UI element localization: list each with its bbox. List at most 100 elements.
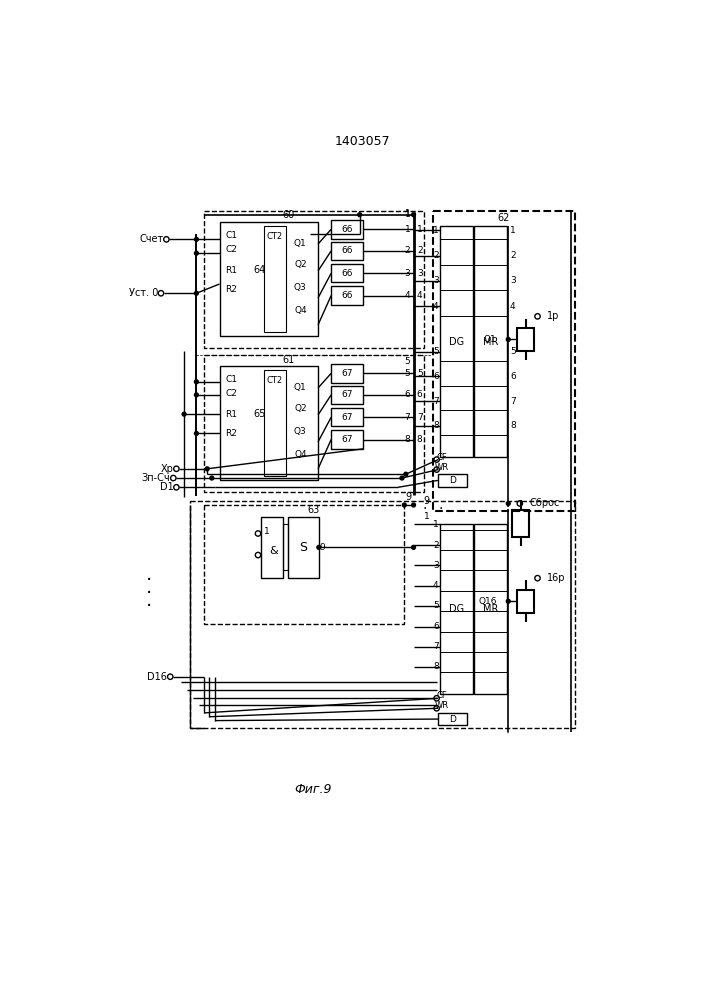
Text: 1: 1 xyxy=(433,226,439,235)
Text: 66: 66 xyxy=(341,225,353,234)
Text: 9: 9 xyxy=(423,496,430,506)
Circle shape xyxy=(317,545,321,549)
Text: CT2: CT2 xyxy=(267,232,283,241)
Circle shape xyxy=(411,545,416,549)
Bar xyxy=(331,408,363,426)
Text: 9: 9 xyxy=(320,543,325,552)
Circle shape xyxy=(194,291,199,295)
Text: 5: 5 xyxy=(433,347,439,356)
Text: 5: 5 xyxy=(404,357,410,366)
Bar xyxy=(438,713,467,725)
Text: 66: 66 xyxy=(341,291,353,300)
Text: 60: 60 xyxy=(283,210,295,220)
Bar xyxy=(331,286,363,305)
Text: 6: 6 xyxy=(404,390,410,399)
Text: 7: 7 xyxy=(433,642,439,651)
Text: 62: 62 xyxy=(498,213,510,223)
Text: 1: 1 xyxy=(404,209,410,218)
Circle shape xyxy=(400,476,404,480)
Bar xyxy=(331,242,363,260)
Text: C2: C2 xyxy=(225,389,237,398)
Text: R2: R2 xyxy=(225,285,237,294)
Text: Сброс: Сброс xyxy=(530,498,560,508)
Bar xyxy=(438,474,467,487)
Text: 9: 9 xyxy=(405,492,411,502)
Text: C1: C1 xyxy=(225,231,237,240)
Text: 6: 6 xyxy=(510,372,515,381)
Text: 6: 6 xyxy=(417,390,423,399)
Text: 66: 66 xyxy=(341,269,353,278)
Text: 16р: 16р xyxy=(547,573,566,583)
Text: 5: 5 xyxy=(417,369,423,378)
Circle shape xyxy=(210,476,214,480)
Text: 67: 67 xyxy=(341,413,353,422)
Text: 2: 2 xyxy=(433,251,438,260)
Text: .: . xyxy=(431,498,435,512)
Text: 8: 8 xyxy=(404,435,410,444)
Text: R1: R1 xyxy=(225,266,237,275)
Text: 1403057: 1403057 xyxy=(335,135,390,148)
Text: Фиг.9: Фиг.9 xyxy=(295,783,332,796)
Text: .: . xyxy=(423,498,427,512)
Bar xyxy=(518,328,534,351)
Bar xyxy=(190,501,575,728)
Text: Q4: Q4 xyxy=(294,306,307,315)
Text: 1: 1 xyxy=(510,226,515,235)
Circle shape xyxy=(205,467,209,471)
Text: 1: 1 xyxy=(264,527,270,536)
Bar xyxy=(219,366,318,480)
Text: 3: 3 xyxy=(404,269,410,278)
Text: 1: 1 xyxy=(423,512,430,521)
Text: 5: 5 xyxy=(433,601,439,610)
Text: 4: 4 xyxy=(417,291,423,300)
Text: 7: 7 xyxy=(433,397,439,406)
Text: D: D xyxy=(450,715,456,724)
Bar xyxy=(264,370,286,476)
Text: R2: R2 xyxy=(225,429,237,438)
Text: 3: 3 xyxy=(510,276,515,285)
Text: 7: 7 xyxy=(510,397,515,406)
Bar xyxy=(440,226,473,457)
Text: 1: 1 xyxy=(404,225,410,234)
Text: Счет: Счет xyxy=(139,234,163,244)
Text: 65: 65 xyxy=(253,409,266,419)
Bar xyxy=(331,364,363,383)
Text: Q1: Q1 xyxy=(294,383,307,392)
Text: .: . xyxy=(146,591,152,610)
Bar xyxy=(204,355,423,492)
Text: Уст. 0: Уст. 0 xyxy=(129,288,158,298)
Bar xyxy=(331,430,363,449)
Text: 7: 7 xyxy=(404,413,410,422)
Circle shape xyxy=(411,503,416,507)
Circle shape xyxy=(182,412,186,416)
Text: 1: 1 xyxy=(433,520,439,529)
Bar xyxy=(440,524,473,694)
Text: 7: 7 xyxy=(417,413,423,422)
Text: &: & xyxy=(269,546,278,556)
Text: Q3: Q3 xyxy=(294,427,307,436)
Text: 3: 3 xyxy=(433,561,439,570)
Bar xyxy=(288,517,319,578)
Text: C1: C1 xyxy=(225,375,237,384)
Text: D1: D1 xyxy=(160,482,173,492)
Text: MR: MR xyxy=(483,604,498,614)
Text: 5: 5 xyxy=(404,369,410,378)
Circle shape xyxy=(194,237,199,241)
Text: DG: DG xyxy=(449,604,464,614)
Text: 67: 67 xyxy=(341,435,353,444)
Text: DG: DG xyxy=(449,337,464,347)
Circle shape xyxy=(506,599,510,603)
Circle shape xyxy=(506,338,510,341)
Text: CF: CF xyxy=(437,453,448,462)
Circle shape xyxy=(402,503,407,507)
Circle shape xyxy=(411,213,416,217)
Text: WR: WR xyxy=(435,463,449,472)
Text: 2: 2 xyxy=(404,246,410,255)
Bar xyxy=(518,590,534,613)
Text: Зп-Сч: Зп-Сч xyxy=(141,473,170,483)
Bar xyxy=(219,222,318,336)
Text: 61: 61 xyxy=(283,355,295,365)
Circle shape xyxy=(404,472,408,476)
Text: 64: 64 xyxy=(253,265,266,275)
Text: 8: 8 xyxy=(510,421,515,430)
